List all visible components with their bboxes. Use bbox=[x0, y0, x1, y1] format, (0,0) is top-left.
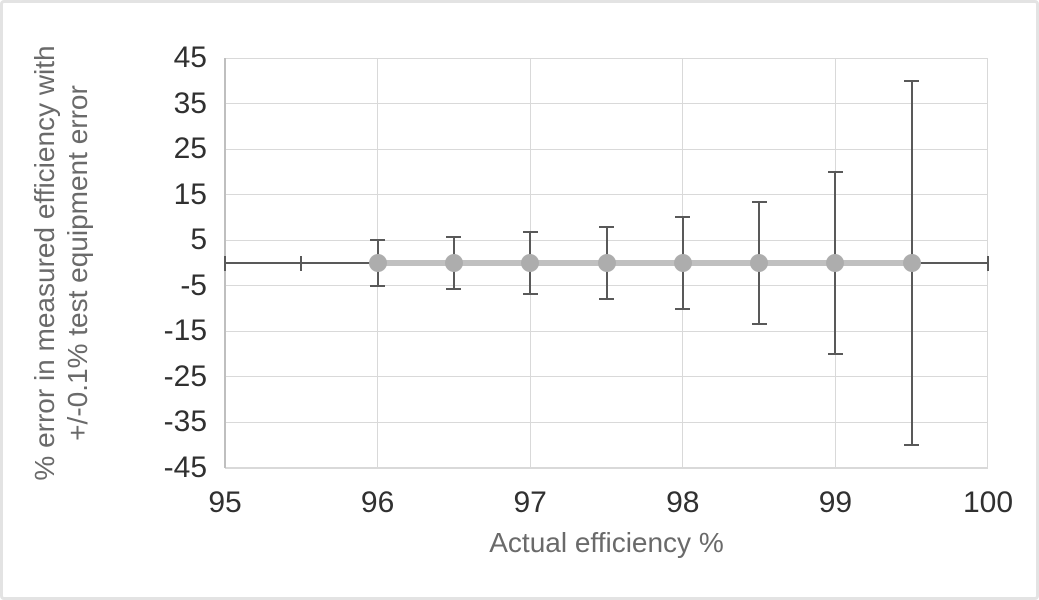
x-axis-tick-label: 99 bbox=[818, 486, 853, 519]
data-point-marker bbox=[673, 254, 692, 272]
x-axis-tick-label: 96 bbox=[360, 486, 395, 519]
error-bar-cap bbox=[599, 225, 614, 228]
gridline-horizontal bbox=[225, 194, 988, 196]
gridline-horizontal bbox=[225, 421, 988, 423]
error-bar-cap bbox=[522, 292, 538, 295]
x-axis-tick-label: 98 bbox=[666, 486, 700, 519]
error-bar-cap bbox=[675, 216, 691, 219]
error-bar-cap bbox=[446, 236, 462, 239]
error-bar-cap bbox=[904, 79, 920, 82]
y-axis-tick-label: -25 bbox=[163, 359, 207, 393]
error-bar-cap bbox=[370, 284, 386, 287]
data-point-marker bbox=[750, 254, 769, 272]
error-bar-cap bbox=[751, 322, 767, 325]
y-axis-tick-label: 5 bbox=[190, 223, 207, 257]
y-axis-tick-label: -35 bbox=[163, 405, 207, 439]
x-axis-tick-label: 100 bbox=[962, 486, 1014, 519]
error-bar-cap bbox=[446, 287, 462, 290]
series-line bbox=[377, 260, 912, 266]
data-point-marker bbox=[902, 254, 921, 272]
x-axis-tick-label: 95 bbox=[208, 486, 242, 519]
data-point-marker bbox=[597, 254, 616, 272]
data-point-marker bbox=[521, 254, 540, 272]
gridline-horizontal bbox=[225, 57, 988, 59]
y-axis-tick-label: -45 bbox=[163, 451, 207, 484]
gridline-horizontal bbox=[225, 376, 988, 378]
error-bar-cap bbox=[675, 307, 691, 310]
error-bar-cap bbox=[827, 353, 843, 356]
error-bar-cap bbox=[370, 239, 386, 242]
gridline-horizontal bbox=[225, 330, 988, 332]
x-axis-title: Actual efficiency % bbox=[489, 527, 724, 558]
y-axis-tick-label: 45 bbox=[173, 41, 207, 74]
gridline-horizontal bbox=[225, 148, 988, 150]
error-bar-cap bbox=[751, 201, 767, 204]
y-axis-title-line1: % error in measured efficiency with bbox=[29, 45, 60, 481]
error-bar-cap bbox=[827, 170, 843, 173]
y-axis-tick-label: -15 bbox=[163, 314, 207, 348]
y-axis-tick-label: -5 bbox=[180, 268, 207, 302]
baseline-cap bbox=[300, 255, 303, 271]
gridline-horizontal bbox=[225, 103, 988, 105]
y-axis-tick-label: 25 bbox=[173, 132, 207, 166]
data-point-marker bbox=[826, 254, 845, 272]
y-axis-title-line2: +/-0.1% test equipment error bbox=[62, 85, 93, 441]
baseline-cap bbox=[224, 255, 226, 271]
y-axis-tick-label: 15 bbox=[173, 177, 207, 211]
gridline-horizontal bbox=[225, 467, 988, 469]
data-point-marker bbox=[368, 254, 387, 272]
y-axis-tick-label: 35 bbox=[173, 86, 207, 120]
x-axis-tick-label: 97 bbox=[513, 486, 547, 519]
data-point-marker bbox=[444, 254, 463, 272]
error-bar-cap bbox=[904, 444, 920, 447]
error-bar-cap bbox=[599, 298, 614, 301]
y-axis-title: % error in measured efficiency with +/-0… bbox=[28, 3, 94, 524]
baseline-cap bbox=[987, 255, 989, 271]
error-bar-cap bbox=[522, 231, 538, 234]
